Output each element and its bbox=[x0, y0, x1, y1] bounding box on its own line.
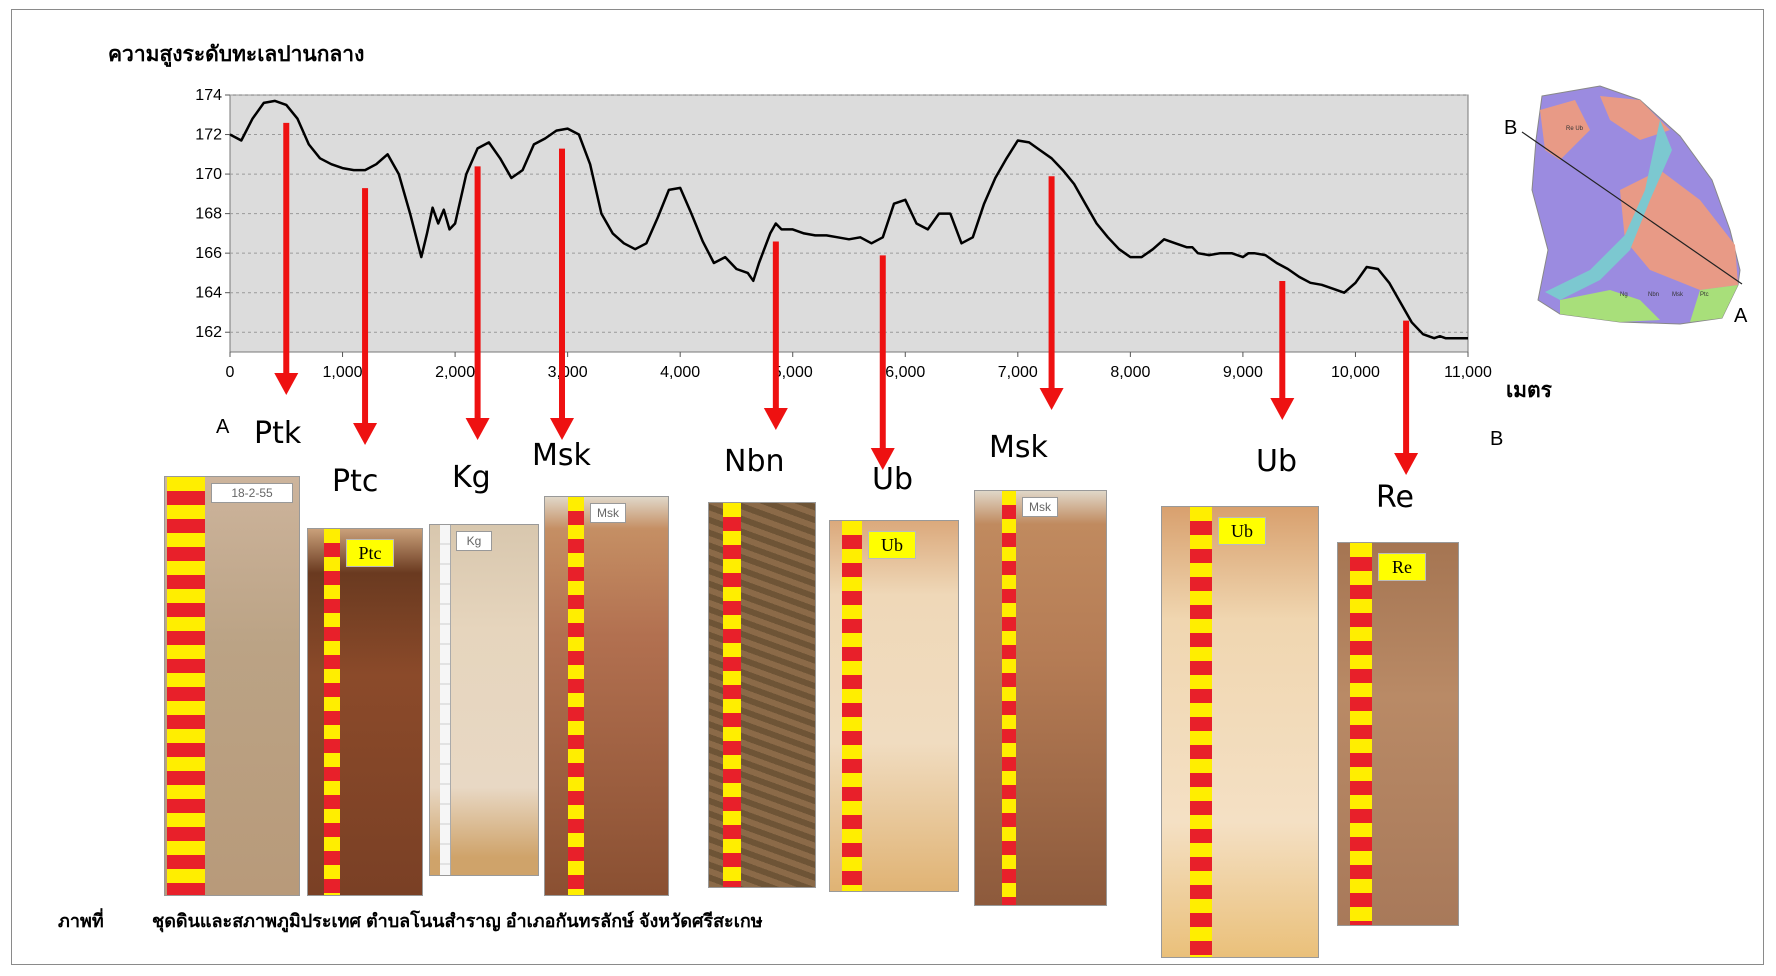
map-unit-label: Msk bbox=[1672, 292, 1684, 298]
soil-profile-photo: Ptc bbox=[307, 528, 423, 896]
measuring-tape bbox=[1002, 491, 1016, 905]
map-unit-label: Ng bbox=[1620, 292, 1628, 298]
profile-arrow-head bbox=[870, 448, 895, 470]
x-tick-label: 4,000 bbox=[660, 364, 700, 381]
profile-arrow-head bbox=[353, 423, 378, 445]
profile-arrow-head bbox=[550, 418, 575, 440]
y-tick-label: 170 bbox=[195, 166, 222, 183]
y-tick-label: 174 bbox=[195, 87, 222, 104]
x-tick-label: 6,000 bbox=[885, 364, 925, 381]
map-label-b: B bbox=[1504, 117, 1517, 139]
map-region-green bbox=[1690, 285, 1738, 322]
measuring-tape bbox=[1190, 507, 1212, 957]
soil-series-label: Msk bbox=[989, 430, 1048, 465]
soil-series-label: Ub bbox=[872, 462, 914, 497]
soil-tag: Re bbox=[1378, 553, 1426, 581]
elevation-line bbox=[229, 99, 1468, 340]
map-unit-label: Nbn bbox=[1648, 292, 1659, 298]
soil-profile-photo: 18-2-55 bbox=[164, 476, 300, 896]
map-region-salmon bbox=[1540, 100, 1590, 160]
x-tick-label: 1,000 bbox=[323, 364, 363, 381]
x-tick-label: 7,000 bbox=[998, 364, 1038, 381]
soil-series-label: Nbn bbox=[724, 444, 785, 479]
profile-end-label: B bbox=[1490, 428, 1504, 450]
map-unit-label: Re Ub bbox=[1566, 126, 1584, 132]
soil-tag: Ptc bbox=[346, 539, 394, 567]
soil-series-label: Kg bbox=[452, 460, 491, 495]
profile-arrow-head bbox=[1270, 398, 1295, 420]
profile-arrow-head bbox=[274, 373, 299, 395]
soil-series-label: Ptc bbox=[332, 464, 379, 499]
x-axis-unit: เมตร bbox=[1506, 379, 1552, 402]
y-tick-label: 172 bbox=[195, 127, 222, 144]
measuring-tape bbox=[1350, 543, 1372, 925]
soil-profile-photo: Re bbox=[1337, 542, 1459, 926]
y-tick-label: 168 bbox=[195, 206, 222, 223]
y-axis-title: ความสูงระดับทะเลปานกลาง bbox=[108, 43, 365, 66]
profile-arrow-head bbox=[1039, 388, 1064, 410]
measuring-tape bbox=[568, 497, 584, 895]
profile-start-label: A bbox=[216, 416, 230, 438]
map-region-green bbox=[1560, 290, 1660, 322]
soil-tag: Kg bbox=[456, 531, 492, 551]
soil-tag: Msk bbox=[590, 503, 626, 523]
map-region-salmon bbox=[1600, 96, 1670, 140]
map-transect-line bbox=[1521, 131, 1743, 285]
map-region-cyan bbox=[1545, 120, 1672, 300]
soil-profile-photo: Msk bbox=[544, 496, 669, 896]
map-label-a: A bbox=[1734, 305, 1748, 327]
measuring-tape bbox=[723, 503, 741, 887]
soil-tag: Ub bbox=[1218, 517, 1266, 545]
profile-arrow-head bbox=[1394, 453, 1419, 475]
x-tick-label: 9,000 bbox=[1223, 364, 1263, 381]
caption-label: ภาพที่ bbox=[58, 911, 104, 931]
x-tick-label: 10,000 bbox=[1331, 364, 1380, 381]
soil-profile-photo: Kg bbox=[429, 524, 539, 876]
y-tick-label: 166 bbox=[195, 245, 222, 262]
x-tick-label: 8,000 bbox=[1110, 364, 1150, 381]
x-tick-label: 11,000 bbox=[1444, 364, 1492, 381]
soil-profile-photo: Msk bbox=[974, 490, 1107, 906]
measuring-tape bbox=[167, 477, 205, 895]
soil-profile-photo: Ub bbox=[1161, 506, 1319, 958]
x-tick-label: 0 bbox=[226, 364, 235, 381]
soil-series-label: Ptk bbox=[254, 416, 302, 451]
profile-arrow-head bbox=[465, 418, 490, 440]
measuring-tape bbox=[440, 525, 451, 875]
y-tick-label: 164 bbox=[195, 285, 222, 302]
x-tick-label: 2,000 bbox=[435, 364, 475, 381]
soil-series-label: Re bbox=[1376, 480, 1414, 515]
map-unit-label: Ptc bbox=[1700, 292, 1709, 298]
soil-tag: 18-2-55 bbox=[211, 483, 293, 503]
x-tick-label: 5,000 bbox=[773, 364, 813, 381]
soil-series-label: Msk bbox=[532, 438, 591, 473]
x-tick-label: 3,000 bbox=[548, 364, 588, 381]
measuring-tape bbox=[842, 521, 862, 891]
plot-area bbox=[229, 94, 1469, 353]
soil-profile-photo: Ub bbox=[829, 520, 959, 892]
y-tick-label: 162 bbox=[195, 324, 222, 341]
soil-tag: Ub bbox=[868, 531, 916, 559]
soil-tag: Msk bbox=[1022, 497, 1058, 517]
soil-series-label: Ub bbox=[1256, 444, 1298, 479]
measuring-tape bbox=[324, 529, 340, 895]
caption-text: ชุดดินและสภาพภูมิประเทศ ตำบลโนนสำราญ อำเ… bbox=[152, 911, 763, 931]
soil-profile-photo bbox=[708, 502, 816, 888]
profile-arrow-head bbox=[763, 408, 788, 430]
figure-frame bbox=[11, 9, 1764, 965]
